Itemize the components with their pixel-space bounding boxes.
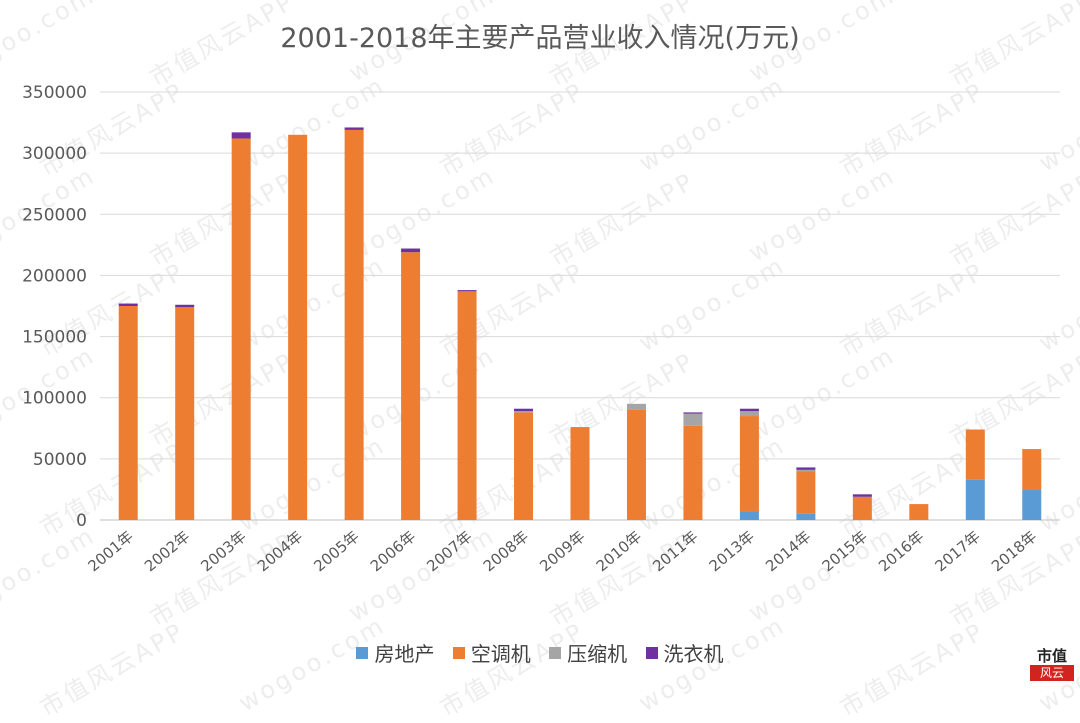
bar-segment	[514, 408, 534, 412]
x-tick-label: 2008年	[480, 527, 532, 575]
bar-segment	[626, 403, 646, 410]
bar-segment	[739, 411, 759, 417]
bar-segment	[457, 290, 477, 292]
legend-item-air-conditioner: 空调机	[452, 638, 531, 667]
y-tick-label: 100000	[22, 389, 87, 409]
logo-text-top: 市值	[1036, 647, 1067, 665]
bar-segment	[909, 504, 929, 520]
x-tick-label: 2018年	[988, 527, 1040, 575]
bar-segment	[739, 408, 759, 412]
bar-segment	[118, 306, 138, 520]
legend-swatch-real-estate	[356, 646, 369, 659]
bar-segment	[965, 429, 985, 480]
x-tick-label: 2017年	[932, 527, 984, 575]
chart-title: 2001-2018年主要产品营业收入情况(万元)	[280, 23, 800, 54]
x-tick-label: 2007年	[423, 527, 475, 575]
bar-segment	[965, 479, 985, 520]
bar-segment	[457, 291, 477, 520]
x-tick-label: 2013年	[706, 527, 758, 575]
x-tick-label: 2005年	[310, 527, 362, 575]
bar-segment	[344, 129, 364, 520]
bar-segment	[796, 467, 816, 470]
bar-segment	[796, 469, 816, 472]
x-tick-label: 2010年	[593, 527, 645, 575]
bar-segment	[175, 307, 195, 520]
y-tick-label: 350000	[22, 83, 87, 103]
bar-segment	[683, 412, 703, 414]
x-tick-label: 2011年	[649, 527, 701, 575]
y-tick-label: 250000	[22, 205, 87, 225]
x-tick-label: 2003年	[197, 527, 249, 575]
x-tick-label: 2016年	[875, 527, 927, 575]
bar-segment	[852, 494, 872, 497]
legend-label-compressor: 压缩机	[567, 642, 628, 666]
bar-segment	[626, 409, 646, 520]
legend-label-washing-machine: 洗衣机	[663, 642, 724, 666]
bar-segment	[514, 412, 534, 520]
bar-segment	[231, 132, 251, 139]
legend-item-compressor: 压缩机	[549, 638, 627, 667]
bar-segment	[1022, 489, 1042, 520]
bar-segment	[796, 471, 816, 514]
logo-text-bottom: 风云	[1030, 665, 1074, 681]
x-tick-label: 2015年	[819, 527, 871, 575]
bar-segment	[683, 425, 703, 520]
y-tick-label: 200000	[22, 266, 87, 286]
y-tick-label: 150000	[22, 328, 87, 348]
bar-segment	[570, 427, 590, 520]
y-tick-label: 50000	[33, 450, 87, 470]
x-tick-label: 2001年	[84, 527, 136, 575]
legend-item-real-estate: 房地产	[356, 638, 434, 667]
y-tick-label: 300000	[22, 144, 87, 164]
bar-segment	[288, 134, 308, 521]
legend-swatch-washing-machine	[645, 646, 658, 659]
bar-segment	[175, 304, 195, 308]
stacked-bar-chart: 0 50000 100000 150000 200000 250000 300000 3500…	[22, 83, 1060, 575]
x-tick-label: 2004年	[254, 527, 306, 575]
bar-segment	[739, 416, 759, 512]
bar-segment	[852, 496, 872, 520]
bar-segment	[514, 411, 534, 413]
bar-segment	[401, 248, 421, 253]
bar-segment	[1022, 449, 1042, 490]
bar-segment	[401, 252, 421, 521]
brand-logo: 市值 风云	[1030, 647, 1074, 681]
bar-segment	[796, 513, 816, 520]
legend-label-real-estate: 房地产	[374, 642, 435, 666]
bar-segment	[683, 413, 703, 426]
x-tick-label: 2009年	[536, 527, 588, 575]
y-tick-label: 0	[76, 511, 87, 531]
legend-swatch-air-conditioner	[452, 646, 465, 659]
bar-segment	[344, 127, 364, 130]
bar-segment	[118, 303, 138, 306]
legend-label-air-conditioner: 空调机	[470, 642, 531, 666]
bar-segment	[739, 511, 759, 520]
legend: 房地产 空调机 压缩机 洗衣机	[0, 638, 1080, 667]
x-tick-label: 2014年	[762, 527, 814, 575]
legend-item-washing-machine: 洗衣机	[645, 638, 724, 667]
bar-segment	[231, 138, 251, 520]
legend-swatch-compressor	[549, 646, 562, 659]
x-tick-label: 2006年	[367, 527, 419, 575]
x-tick-label: 2002年	[141, 527, 193, 575]
